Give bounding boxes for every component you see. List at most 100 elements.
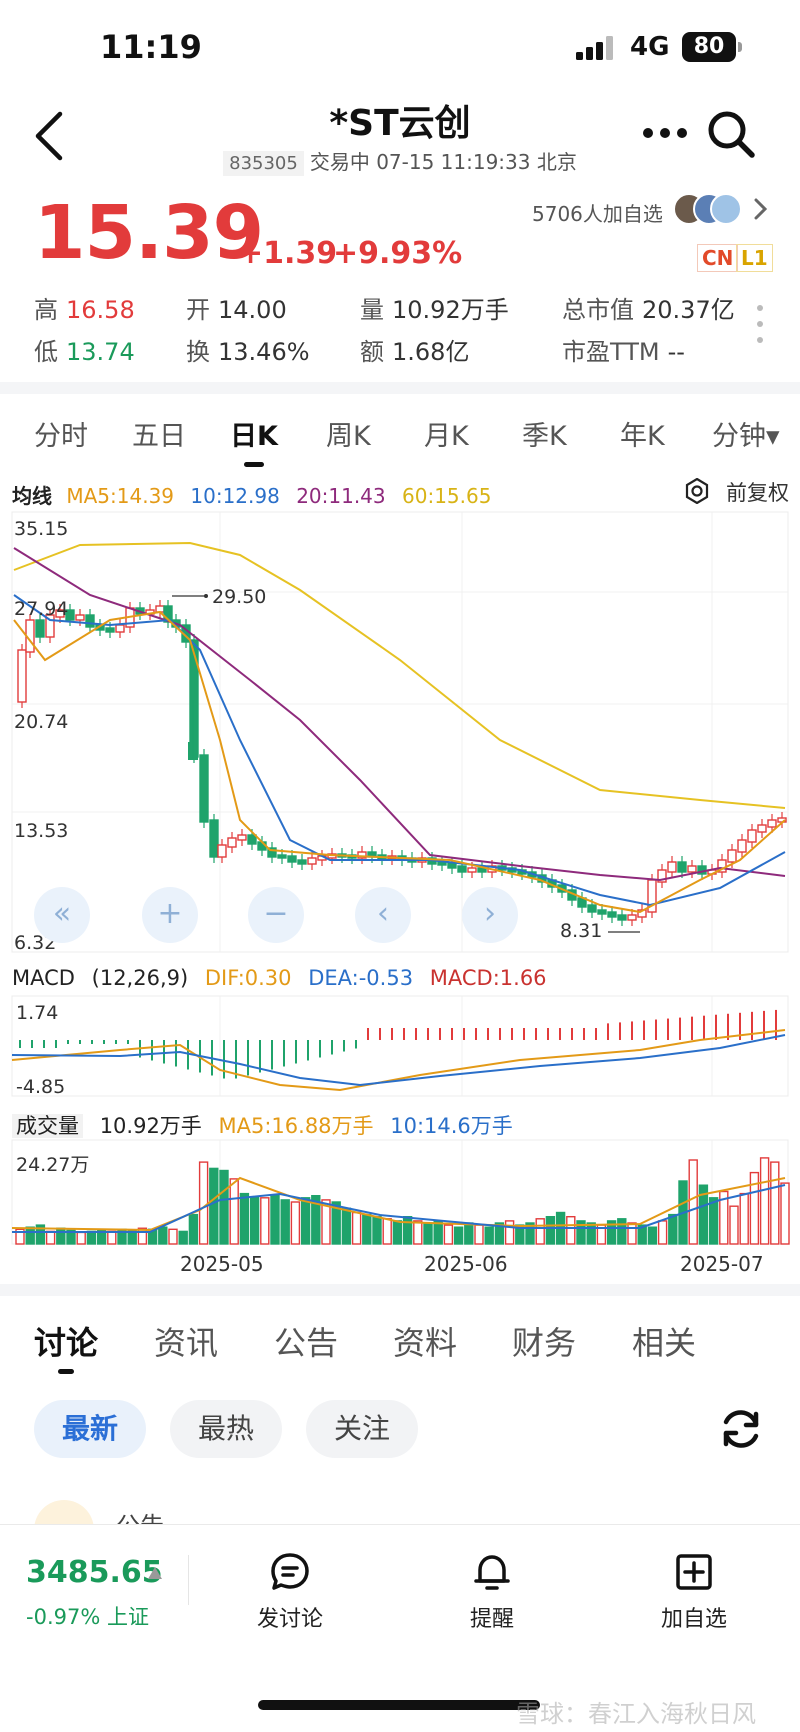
add-label: 加自选 — [660, 1607, 727, 1632]
y-tick: 13.53 — [14, 820, 69, 842]
watcher-avatars[interactable] — [672, 192, 772, 226]
feed-author: 公告 — [116, 1512, 164, 1526]
zoom-out-button[interactable]: − — [248, 887, 304, 943]
tab-monthly-k[interactable]: 月K — [424, 421, 469, 452]
chart-frame — [11, 511, 789, 953]
alert-label: 提醒 — [469, 1607, 514, 1632]
candle — [597, 909, 607, 915]
watchers-count[interactable]: 5706人加自选 — [532, 202, 663, 226]
stock-name: *ST云创 — [329, 103, 471, 144]
volume-bar — [56, 1227, 66, 1245]
tab-daily-k[interactable]: 日K — [230, 421, 278, 452]
candle — [737, 839, 747, 853]
price-change: +1.39 — [238, 236, 338, 271]
tab-discussion[interactable]: 讨论 — [34, 1324, 99, 1362]
high-stat: 高 16.58 — [34, 296, 135, 324]
tab-intraday[interactable]: 分时 — [34, 421, 88, 452]
tab-finance[interactable]: 财务 — [512, 1324, 577, 1362]
index-value[interactable]: 3485.65 — [26, 1555, 163, 1590]
filter-following[interactable]: 关注 — [306, 1400, 418, 1458]
cn-badge: CN — [697, 244, 739, 272]
refresh-icon[interactable] — [716, 1404, 766, 1454]
volume-bar — [576, 1220, 586, 1245]
search-icon[interactable] — [705, 108, 757, 160]
volume-bar — [627, 1222, 637, 1245]
volume-bar — [270, 1194, 280, 1245]
volume-bar — [423, 1222, 433, 1245]
active-section-indicator — [58, 1369, 74, 1374]
open-stat: 开 14.00 — [186, 296, 287, 324]
pe-stat: 市盈TTM -- — [562, 338, 685, 366]
candle — [727, 849, 737, 863]
candle — [115, 624, 125, 633]
back-icon[interactable] — [30, 108, 70, 164]
speech-bubble-icon — [271, 1553, 309, 1590]
tab-profile[interactable]: 资料 — [393, 1324, 458, 1362]
candle — [687, 865, 697, 873]
tab-related[interactable]: 相关 — [632, 1324, 697, 1362]
volume-bar — [606, 1220, 617, 1245]
tab-quarterly-k[interactable]: 季K — [522, 421, 567, 452]
macd-y-tick: -4.85 — [16, 1076, 66, 1098]
candle — [657, 869, 667, 883]
index-change[interactable]: -0.97% 上证 — [26, 1605, 149, 1629]
volume-bar — [464, 1222, 474, 1245]
volume-bar — [657, 1220, 668, 1245]
candle — [587, 904, 597, 913]
candle — [45, 614, 55, 638]
volume-legend[interactable]: 成交量 10.92万手 MA5:16.88万手 10:14.6万手 — [12, 1110, 513, 1140]
status-bar: 11:19 4G 80 — [0, 0, 800, 90]
candle — [189, 639, 199, 758]
tab-announcements[interactable]: 公告 — [274, 1324, 339, 1362]
volume-y-tick: 24.27万 — [16, 1154, 90, 1176]
ma20-value: 20:11.43 — [296, 484, 386, 508]
y-tick: 20.74 — [14, 711, 69, 733]
volume-bar — [158, 1226, 168, 1245]
volume-bar — [566, 1215, 576, 1245]
scroll-left-button[interactable]: ‹ — [355, 887, 411, 943]
zoom-in-button[interactable]: + — [142, 887, 198, 943]
candle — [65, 609, 75, 621]
volume-bar — [229, 1178, 239, 1245]
filter-hot[interactable]: 最热 — [170, 1400, 282, 1458]
volume-bar — [198, 1161, 209, 1245]
volume-bar — [290, 1201, 301, 1245]
adjust-mode[interactable]: 前复权 — [726, 481, 789, 505]
volume-stat: 量 10.92万手 — [360, 296, 509, 324]
volume-bar — [86, 1230, 97, 1245]
kline-chart[interactable] — [0, 0, 800, 1290]
scroll-left-fast-button[interactable]: « — [34, 887, 90, 943]
x-date: 2025-07 — [680, 1252, 764, 1276]
candle — [267, 847, 277, 858]
ma-legend: 均线 MA5:14.39 10:12.98 20:11.43 60:15.65 — [12, 484, 492, 508]
trading-status: 835305 交易中 07-15 11:19:33 北京 — [0, 146, 800, 176]
tab-five-day[interactable]: 五日 — [132, 421, 186, 452]
volume-bar — [362, 1213, 372, 1245]
turnover-stat: 换 13.46% — [186, 338, 310, 366]
settings-gear-icon[interactable] — [684, 478, 710, 504]
filter-latest[interactable]: 最新 — [34, 1400, 146, 1458]
scroll-right-button[interactable]: › — [462, 887, 518, 943]
tab-minute[interactable]: 分钟▾ — [712, 421, 780, 452]
volume-bar — [209, 1167, 219, 1245]
alert-button[interactable]: 提醒 — [422, 1551, 562, 1633]
volume-bar — [300, 1197, 311, 1245]
expand-dots-icon[interactable] — [756, 304, 764, 344]
tab-weekly-k[interactable]: 周K — [326, 421, 371, 452]
candle — [747, 829, 757, 843]
low-marker-label: 8.31 — [560, 920, 603, 942]
volume-bar — [698, 1184, 709, 1245]
tab-news[interactable]: 资讯 — [154, 1324, 219, 1362]
volume-bar — [239, 1192, 250, 1245]
bell-icon — [474, 1555, 510, 1590]
volume-bar — [178, 1230, 188, 1245]
post-discussion-button[interactable]: 发讨论 — [220, 1551, 360, 1633]
volume-bar — [484, 1226, 494, 1245]
candle — [209, 819, 219, 858]
macd-legend[interactable]: MACD (12,26,9) DIF:0.30 DEA:-0.53 MACD:1… — [12, 966, 547, 990]
tab-yearly-k[interactable]: 年K — [620, 421, 665, 452]
x-date: 2025-06 — [424, 1252, 508, 1276]
watermark: 雪球：春江入海秋日风 — [516, 1700, 756, 1728]
add-watchlist-button[interactable]: 加自选 — [624, 1551, 764, 1633]
more-icon[interactable] — [640, 118, 690, 148]
